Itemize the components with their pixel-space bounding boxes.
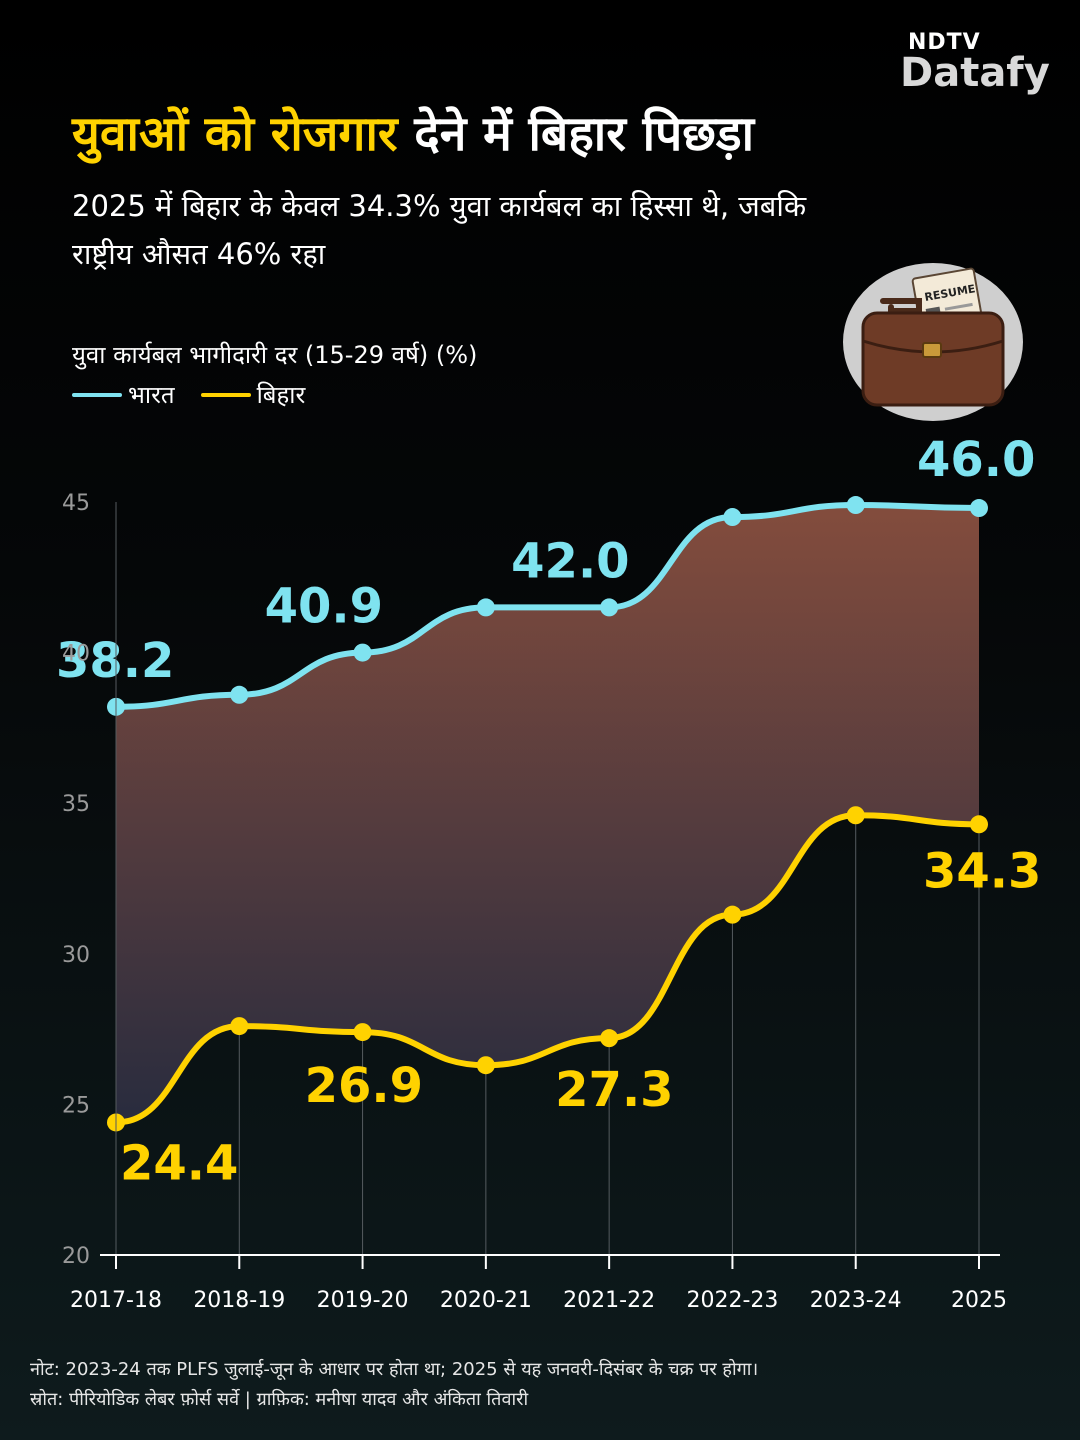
- y-tick-label: 40: [62, 642, 90, 667]
- data-point: [353, 643, 372, 662]
- ndtv-datafy-logo: NDTV Datafy: [900, 30, 1050, 93]
- data-label: 34.3: [923, 843, 1041, 899]
- data-point: [970, 815, 988, 834]
- y-tick-label: 30: [62, 943, 90, 968]
- legend-item-bihar: बिहार: [200, 378, 306, 411]
- x-tick-label: 2025: [951, 1288, 1007, 1313]
- title-highlight: युवाओं को रोजगार: [72, 106, 398, 162]
- chart-legend: भारत बिहार: [72, 378, 331, 411]
- x-tick-label: 2018-19: [193, 1288, 285, 1313]
- x-tick-label: 2019-20: [317, 1288, 409, 1313]
- data-point: [353, 1023, 372, 1042]
- data-point: [600, 598, 619, 617]
- x-tick-label: 2020-21: [440, 1288, 532, 1313]
- x-tick-label: 2023-24: [810, 1288, 902, 1313]
- y-tick-label: 45: [62, 491, 90, 516]
- legend-item-india: भारत: [72, 378, 175, 411]
- logo-ndtv-text: NDTV: [908, 30, 981, 55]
- data-point: [230, 685, 249, 704]
- data-point: [476, 1056, 495, 1075]
- chart-subtitle: 2025 में बिहार के केवल 34.3% युवा कार्यब…: [72, 189, 807, 271]
- data-point: [723, 508, 742, 527]
- data-label: 38.2: [56, 633, 174, 689]
- legend-swatch-bihar: [200, 392, 251, 397]
- y-axis-title: युवा कार्यबल भागीदारी दर (15-29 वर्ष) (%…: [72, 341, 478, 369]
- data-label: 27.3: [555, 1062, 673, 1118]
- y-tick-label: 20: [62, 1244, 90, 1269]
- footer-notes: नोट: 2023-24 तक PLFS जुलाई-जून के आधार प…: [30, 1355, 758, 1415]
- x-tick-label: 2017-18: [70, 1288, 162, 1313]
- y-tick-label: 25: [62, 1093, 90, 1118]
- data-point: [723, 905, 742, 924]
- data-label: 46.0: [917, 440, 1035, 488]
- data-point: [846, 806, 865, 825]
- data-point: [230, 1017, 249, 1036]
- data-label: 40.9: [265, 579, 383, 635]
- footer-source: स्रोत: पीरियोडिक लेबर फ़ोर्स सर्वे | ग्र…: [30, 1389, 529, 1410]
- data-point: [600, 1029, 619, 1048]
- line-chart: 38.2 40.9 42.0 46.0 24.4 26.9 27.3 34.3 2017-18…: [56, 440, 1041, 1313]
- y-tick-label: 35: [62, 792, 90, 817]
- data-point: [970, 499, 988, 518]
- series-line-india: [113, 502, 982, 710]
- legend-label-bihar: बिहार: [256, 381, 306, 409]
- logo-datafy-text: Datafy: [900, 50, 1050, 96]
- title-rest: देने में बिहार पिछड़ा: [397, 106, 755, 162]
- data-label: 42.0: [511, 533, 629, 589]
- footer-note: नोट: 2023-24 तक PLFS जुलाई-जून के आधार प…: [30, 1359, 759, 1380]
- legend-label-india: भारत: [128, 381, 175, 409]
- chart-title: युवाओं को रोजगार देने में बिहार पिछड़ा: [72, 100, 754, 165]
- legend-swatch-india: [72, 392, 122, 397]
- briefcase-resume-icon: RESUME: [843, 263, 1023, 421]
- data-point: [846, 496, 865, 515]
- data-label: 26.9: [305, 1058, 423, 1114]
- x-tick-label: 2022-23: [686, 1288, 778, 1313]
- x-tick-label: 2021-22: [563, 1288, 655, 1313]
- data-point: [476, 598, 495, 617]
- data-label: 24.4: [120, 1135, 238, 1191]
